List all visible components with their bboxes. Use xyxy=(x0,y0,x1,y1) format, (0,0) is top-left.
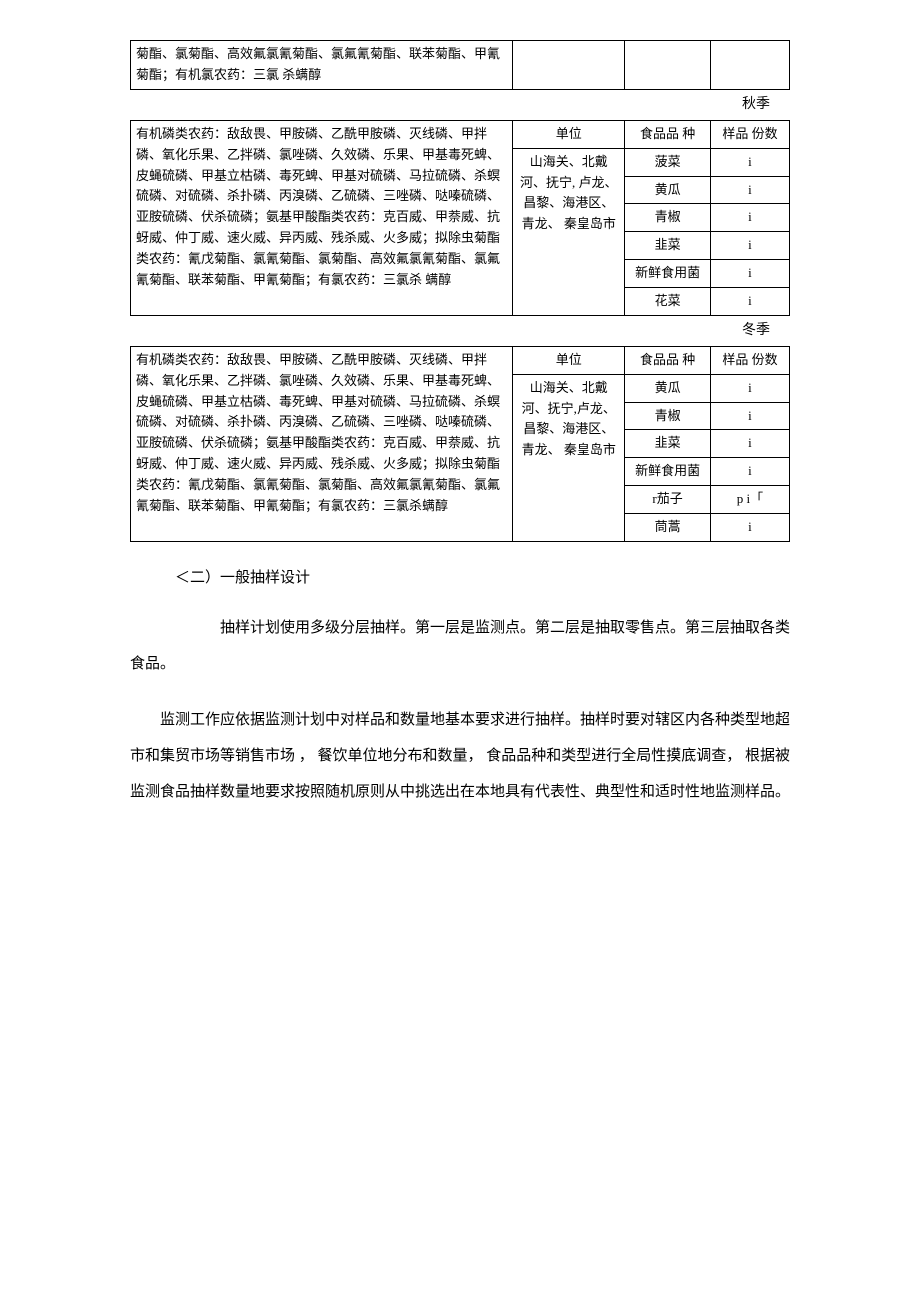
count-cell: i xyxy=(710,287,789,315)
count-cell: i xyxy=(710,176,789,204)
food-cell: 茼蒿 xyxy=(625,513,711,541)
table-winter: 有机磷类农药：敌敌畏、甲胺磷、乙酰甲胺磷、灭线磷、甲拌磷、氧化乐果、乙拌磷、氯唑… xyxy=(130,346,790,542)
count-cell: i xyxy=(710,513,789,541)
header-count: 样品 份数 xyxy=(710,346,789,374)
food-cell: 韭菜 xyxy=(625,232,711,260)
header-food: 食品品 种 xyxy=(625,346,711,374)
desc-cell: 有机磷类农药：敌敌畏、甲胺磷、乙酰甲胺磷、灭线磷、甲拌磷、氧化乐果、乙拌磷、氯唑… xyxy=(131,120,513,315)
food-cell: 新鲜食用菌 xyxy=(625,458,711,486)
food-cell xyxy=(625,41,711,90)
food-cell: 青椒 xyxy=(625,402,711,430)
count-cell: i xyxy=(710,402,789,430)
season-winter-label: 冬季 xyxy=(130,320,790,342)
count-cell: p i「 xyxy=(710,485,789,513)
paragraph-1: 抽样计划使用多级分层抽样。第一层是监测点。第二层是抽取零售点。第三层抽取各类食品… xyxy=(130,610,790,682)
food-cell: 黄瓜 xyxy=(625,176,711,204)
section-header: ＜二）一般抽样设计 xyxy=(130,566,790,590)
unit-cell: 山海关、北戴河、抚宁, 卢龙、昌黎、海港区、青龙、 秦皇岛市 xyxy=(513,148,625,315)
unit-cell: 山海关、北戴河、抚宁,卢龙、昌黎、海港区、青龙、 秦皇岛市 xyxy=(513,374,625,541)
desc-cell: 有机磷类农药：敌敌畏、甲胺磷、乙酰甲胺磷、灭线磷、甲拌磷、氧化乐果、乙拌磷、氯唑… xyxy=(131,346,513,541)
header-unit: 单位 xyxy=(513,346,625,374)
food-cell: 菠菜 xyxy=(625,148,711,176)
header-food: 食品品 种 xyxy=(625,120,711,148)
count-cell: i xyxy=(710,458,789,486)
food-cell: 花菜 xyxy=(625,287,711,315)
paragraph-2: 监测工作应依据监测计划中对样品和数量地基本要求进行抽样。抽样时要对辖区内各种类型… xyxy=(130,702,790,810)
count-cell: i xyxy=(710,204,789,232)
food-cell: 新鲜食用菌 xyxy=(625,259,711,287)
food-cell: 青椒 xyxy=(625,204,711,232)
table-autumn: 有机磷类农药：敌敌畏、甲胺磷、乙酰甲胺磷、灭线磷、甲拌磷、氧化乐果、乙拌磷、氯唑… xyxy=(130,120,790,316)
season-autumn-label: 秋季 xyxy=(130,94,790,116)
table-fragment-top: 菊酯、氯菊酯、高效氟氯氰菊酯、氯氟氰菊酯、联苯菊酯、甲氰菊酯；有机氯农药：三氯 … xyxy=(130,40,790,90)
header-unit: 单位 xyxy=(513,120,625,148)
count-cell: i xyxy=(710,259,789,287)
count-cell: i xyxy=(710,430,789,458)
food-cell: r茄子 xyxy=(625,485,711,513)
desc-cell: 菊酯、氯菊酯、高效氟氯氰菊酯、氯氟氰菊酯、联苯菊酯、甲氰菊酯；有机氯农药：三氯 … xyxy=(131,41,513,90)
header-count: 样品 份数 xyxy=(710,120,789,148)
count-cell: i xyxy=(710,148,789,176)
count-cell: i xyxy=(710,374,789,402)
count-cell xyxy=(710,41,789,90)
food-cell: 韭菜 xyxy=(625,430,711,458)
count-cell: i xyxy=(710,232,789,260)
food-cell: 黄瓜 xyxy=(625,374,711,402)
unit-cell xyxy=(513,41,625,90)
